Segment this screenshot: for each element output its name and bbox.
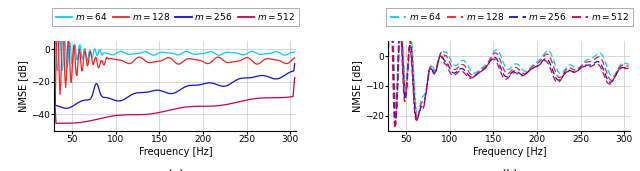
X-axis label: Frequency [Hz]: Frequency [Hz]	[139, 147, 212, 157]
X-axis label: Frequency [Hz]: Frequency [Hz]	[472, 147, 546, 157]
Text: (b): (b)	[502, 169, 517, 171]
Y-axis label: NMSE [dB]: NMSE [dB]	[19, 60, 29, 112]
Legend: $m = $64, $m = $128, $m = $256, $m = $512: $m = $64, $m = $128, $m = $256, $m = $51…	[52, 8, 299, 26]
Y-axis label: NMSE [dB]: NMSE [dB]	[353, 60, 362, 112]
Legend: $m = $64, $m = $128, $m = $256, $m = $512: $m = $64, $m = $128, $m = $256, $m = $51…	[386, 8, 633, 26]
Text: (a): (a)	[168, 169, 183, 171]
